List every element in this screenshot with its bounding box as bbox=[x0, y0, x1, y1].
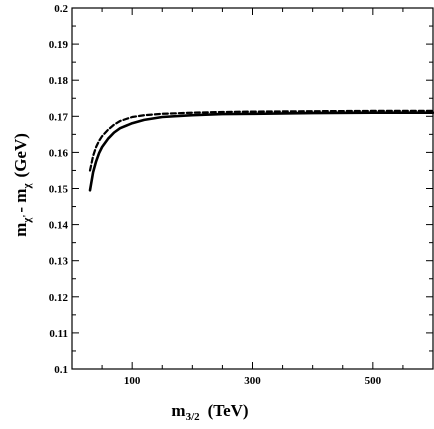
x-axis-label: m3/2 (TeV) bbox=[171, 401, 248, 423]
dashed-series-line bbox=[88, 109, 434, 172]
y-axis-label-part2: - m bbox=[11, 189, 30, 213]
solid-series-line bbox=[88, 111, 434, 192]
y-tick-label: 0.18 bbox=[49, 75, 69, 87]
y-tick-label: 0.13 bbox=[49, 256, 69, 268]
y-tick-label: 0.19 bbox=[49, 39, 69, 51]
x-axis-label-unit: (TeV) bbox=[208, 401, 249, 420]
plot-area bbox=[88, 109, 434, 192]
y-tick-label: 0.15 bbox=[49, 184, 69, 196]
x-axis-label-sub: 3/2 bbox=[186, 411, 201, 423]
y-tick-label: 0.16 bbox=[49, 147, 69, 159]
y-axis-label-sub2: χ bbox=[21, 183, 33, 190]
y-tick-label: 0.2 bbox=[54, 3, 68, 15]
x-axis-label-base: m bbox=[171, 401, 185, 420]
y-axis-label-sub1: χ' bbox=[21, 215, 33, 224]
y-axis-label-part1: m bbox=[11, 223, 30, 237]
y-axis-label-unit: (GeV) bbox=[11, 133, 30, 177]
x-tick-label: 500 bbox=[365, 375, 382, 387]
y-axis: 0.1 0.11 0.12 0.13 0.14 0.15 0.16 0.17 0.18 0.19 0… bbox=[49, 3, 433, 376]
y-axis-label: mχ' - mχ (GeV) bbox=[11, 133, 33, 237]
y-tick-label: 0.17 bbox=[49, 111, 69, 123]
plot-frame bbox=[71, 7, 434, 370]
x-tick-label: 100 bbox=[124, 375, 141, 387]
y-tick-label: 0.11 bbox=[49, 328, 68, 340]
x-tick-label: 300 bbox=[244, 375, 261, 387]
y-tick-label: 0.1 bbox=[54, 364, 68, 376]
y-tick-label: 0.12 bbox=[49, 292, 69, 304]
x-axis: 100 300 500 bbox=[101, 8, 404, 387]
y-tick-label: 0.14 bbox=[49, 220, 69, 232]
